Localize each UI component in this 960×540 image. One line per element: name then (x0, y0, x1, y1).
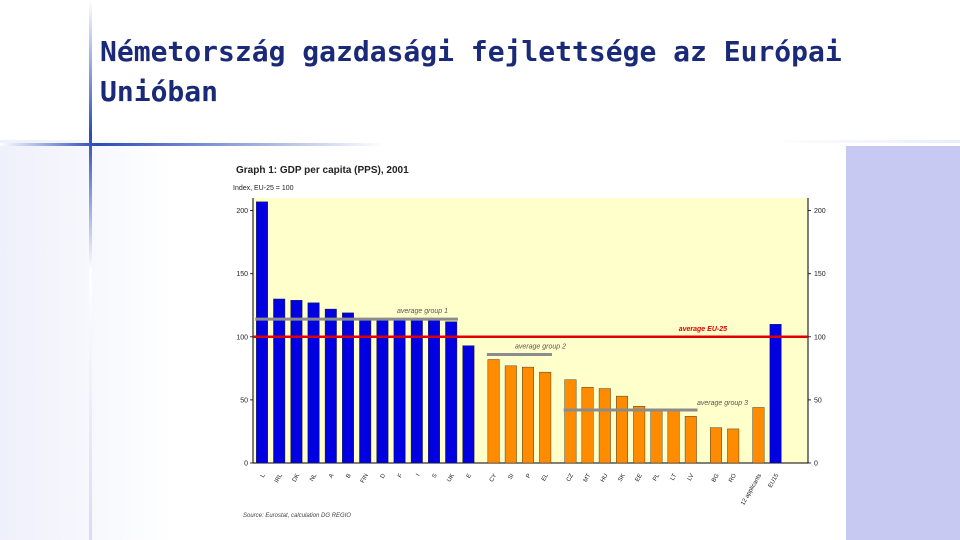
bar-cz (564, 379, 577, 464)
x-tick-label: DK (292, 473, 301, 483)
reference-line-label: average EU-25 (679, 326, 727, 333)
y-tick-label-right: 100 (814, 334, 826, 341)
x-tick-label: SK (618, 473, 627, 483)
reference-line-label: average group 1 (397, 308, 448, 315)
x-tick-label: CZ (566, 473, 575, 483)
x-tick-label: F (397, 473, 404, 479)
y-tick-label-right: 150 (814, 271, 826, 278)
x-tick-label: 12 applicants (740, 473, 763, 507)
x-tick-label: SI (507, 473, 515, 481)
x-tick-label: IRL (274, 472, 284, 484)
x-tick-label: E (466, 473, 473, 479)
x-tick-label: D (380, 472, 388, 479)
x-tick-label: NL (309, 472, 318, 482)
x-tick-label: MT (583, 473, 593, 484)
bar-p (522, 366, 534, 464)
side-panel (846, 146, 960, 540)
x-tick-label: A (328, 473, 335, 479)
x-tick-label: CY (489, 473, 498, 483)
x-tick-label: EU15 (768, 472, 781, 489)
bar-el (539, 371, 552, 464)
x-tick-label: EE (635, 473, 644, 483)
x-tick-label: B (346, 473, 353, 479)
bar-e (462, 345, 475, 464)
reference-line-label: average group 2 (515, 343, 566, 350)
x-tick-label: LV (687, 473, 696, 482)
x-tick-label: I (415, 473, 421, 478)
y-tick-label-left: 100 (236, 334, 248, 341)
x-tick-label: FIN (360, 473, 370, 484)
bar-l (256, 201, 268, 464)
bar-a (324, 308, 337, 464)
bar-d (376, 318, 389, 464)
bar-nl (307, 302, 320, 464)
bar-cy (487, 359, 500, 464)
y-tick-label-left: 200 (236, 208, 248, 215)
y-tick-label-right: 0 (814, 461, 818, 468)
y-tick-label-left: 150 (236, 271, 248, 278)
bar-dk (290, 300, 303, 464)
chart-title: Graph 1: GDP per capita (PPS), 2001 (236, 165, 409, 176)
bar-b (342, 312, 354, 464)
bar-ro (727, 428, 740, 464)
x-tick-label: S (432, 473, 439, 479)
x-tick-label: RO (728, 473, 738, 484)
bar-pl (650, 408, 663, 464)
bar-irl (273, 298, 286, 464)
bar-mt (581, 387, 594, 464)
x-tick-label: L (260, 472, 267, 478)
y-tick-label-left: 50 (240, 397, 248, 404)
y-tick-label-right: 50 (814, 397, 822, 404)
bar-si (504, 365, 517, 464)
bar-12-applicants (752, 407, 765, 464)
x-tick-label: UK (447, 473, 456, 483)
bar-hu (598, 388, 611, 464)
x-tick-label: BG (711, 473, 721, 484)
decorative-horizontal-line (0, 143, 960, 146)
bar-ee (633, 406, 646, 464)
y-tick-label-right: 200 (814, 208, 826, 215)
decorative-vertical-line (89, 0, 92, 540)
bar-lv (684, 416, 697, 464)
chart-subtitle: Index, EU-25 = 100 (233, 185, 294, 192)
x-tick-label: HU (600, 473, 610, 484)
x-tick-label: P (526, 473, 533, 479)
bar-i (410, 318, 423, 464)
bar-sk (616, 395, 628, 464)
reference-line-label: average group 3 (697, 400, 748, 407)
y-tick-label-left: 0 (244, 461, 248, 468)
chart-source: Source: Eurostat, calculation DG REGIO (243, 513, 351, 519)
bar-eu15 (769, 323, 782, 464)
bar-f (393, 318, 406, 464)
x-tick-label: EL (541, 472, 550, 482)
x-tick-label: PL (652, 472, 661, 482)
bar-bg (710, 427, 722, 464)
bar-lt (667, 409, 680, 464)
bar-fin (359, 318, 372, 464)
bar-uk (445, 321, 458, 464)
x-tick-label: LT (670, 473, 679, 482)
bar-s (428, 320, 440, 464)
slide-title: Németország gazdasági fejlettsége az Eur… (100, 35, 842, 108)
